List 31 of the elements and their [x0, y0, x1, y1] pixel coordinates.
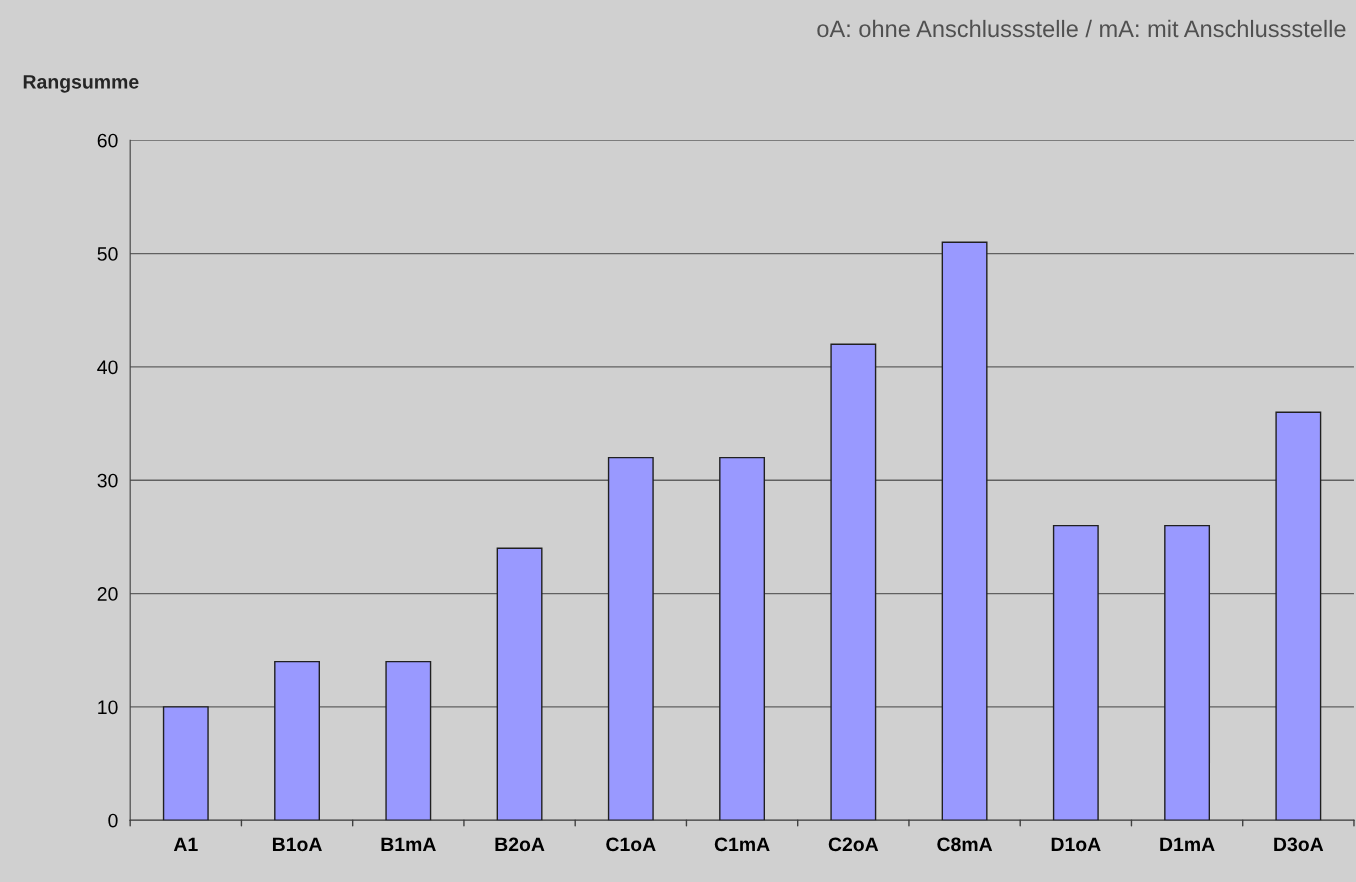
y-tick-label: 50 [97, 247, 118, 261]
y-tick-label: 40 [97, 360, 118, 375]
x-tick-label: B1mA [381, 837, 436, 852]
x-tick-label: D3oA [1274, 837, 1324, 852]
y-axis-title: Rangsumme [23, 75, 139, 93]
x-tick-label: C1mA [714, 837, 770, 852]
x-tick-label: C8mA [937, 837, 993, 852]
x-tick-label: B1oA [272, 837, 322, 852]
x-tick-label: D1oA [1051, 837, 1101, 852]
y-tick-label: 0 [108, 813, 118, 828]
bar [1275, 411, 1322, 821]
y-tick-label: 20 [97, 587, 118, 601]
text: oA: ohne Anschlussstelle / mA: mit Anschlussstelle [817, 19, 1346, 38]
bar [385, 660, 432, 821]
bar [941, 241, 988, 821]
y-tick-label: 30 [97, 473, 118, 488]
bar [830, 343, 877, 821]
bar [1164, 524, 1211, 821]
x-tick-label: D1mA [1160, 837, 1215, 852]
bar [496, 547, 543, 821]
x-tick-label: B2oA [495, 837, 545, 852]
y-tick-label: 60 [97, 133, 118, 148]
bar [162, 706, 209, 821]
y-tick-label: 10 [98, 700, 118, 715]
bar [274, 660, 321, 821]
x-tick-label: C2oA [828, 837, 879, 852]
x-tick-label: C1oA [606, 837, 656, 852]
bar [1052, 524, 1099, 821]
bar [607, 456, 654, 821]
x-tick-label: A1 [173, 837, 198, 852]
bar [719, 456, 766, 821]
